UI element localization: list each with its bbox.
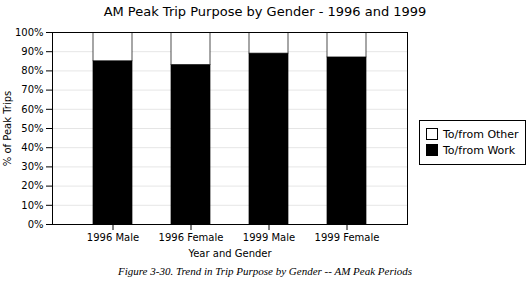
svg-text:1999 Female: 1999 Female — [315, 232, 380, 243]
svg-text:40%: 40% — [21, 142, 43, 153]
svg-text:60%: 60% — [21, 104, 43, 115]
html-text:Figure 3-30. Trend in Trip Pur: Figure 3-30. Trend in Trip Purpose by Ge… — [117, 265, 413, 277]
svg-text:70%: 70% — [21, 84, 43, 95]
svg-text:10%: 10% — [21, 200, 43, 211]
svg-text:% of Peak Trips: % of Peak Trips — [2, 91, 13, 167]
svg-text:90%: 90% — [21, 46, 43, 57]
svg-text:1999 Male: 1999 Male — [243, 232, 295, 243]
svg-text:1996 Male: 1996 Male — [87, 232, 139, 243]
svg-text:0%: 0% — [28, 219, 44, 230]
svg-text:30%: 30% — [21, 161, 43, 172]
svg-text:20%: 20% — [21, 180, 43, 191]
svg-text:100%: 100% — [15, 27, 44, 38]
html-text:AM Peak Trip Purpose by Gender: AM Peak Trip Purpose by Gender - 1996 an… — [103, 4, 427, 19]
svg-text:Year and Gender: Year and Gender — [187, 248, 272, 259]
html-text:To/from Work: To/from Work — [443, 143, 516, 157]
svg-text:50%: 50% — [21, 123, 43, 134]
svg-text:80%: 80% — [21, 65, 43, 76]
html-text:To/from Other: To/from Other — [443, 127, 519, 141]
svg-text:1996 Female: 1996 Female — [159, 232, 224, 243]
